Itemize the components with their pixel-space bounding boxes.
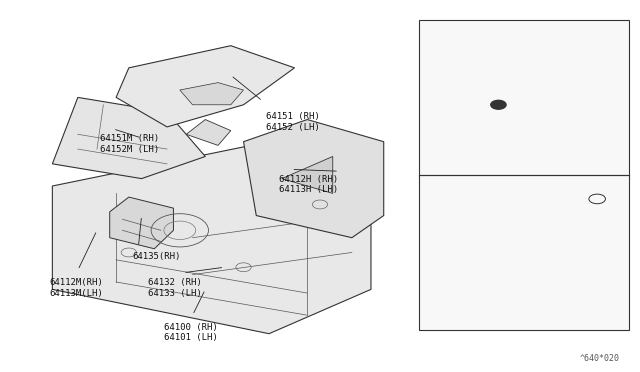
Text: 64151 (RH)
64152 (LH): 64151 (RH) 64152 (LH) [266,112,319,132]
Polygon shape [186,119,231,145]
Text: 14952: 14952 [441,46,468,55]
Text: 64151M (RH)
64152M (LH): 64151M (RH) 64152M (LH) [100,134,159,154]
Text: 64135(RH): 64135(RH) [132,253,180,262]
Text: SEE SEC.745: SEE SEC.745 [427,313,486,323]
Polygon shape [116,46,294,127]
Polygon shape [180,83,244,105]
Text: ^640*020: ^640*020 [579,354,620,363]
Polygon shape [52,97,205,179]
Polygon shape [52,142,371,334]
Text: 64112M(RH)
64113M(LH): 64112M(RH) 64113M(LH) [49,278,103,298]
Polygon shape [244,119,384,238]
Circle shape [491,100,506,109]
Text: 64112H (RH)
64113H (LH): 64112H (RH) 64113H (LH) [278,175,338,194]
Text: 64100 (RH)
64101 (LH): 64100 (RH) 64101 (LH) [164,323,218,342]
Polygon shape [422,201,607,275]
Bar [419,175,629,330]
Text: 64132 (RH)
64133 (LH): 64132 (RH) 64133 (LH) [148,278,202,298]
Polygon shape [109,197,173,249]
Polygon shape [282,157,333,193]
Bar [419,20,629,179]
Text: B 08146-8162G
  (3): B 08146-8162G (3) [429,105,499,124]
Text: B 08146-6162G
  (2)  16419M: B 08146-6162G (2) 16419M [425,190,495,209]
Polygon shape [467,42,588,83]
